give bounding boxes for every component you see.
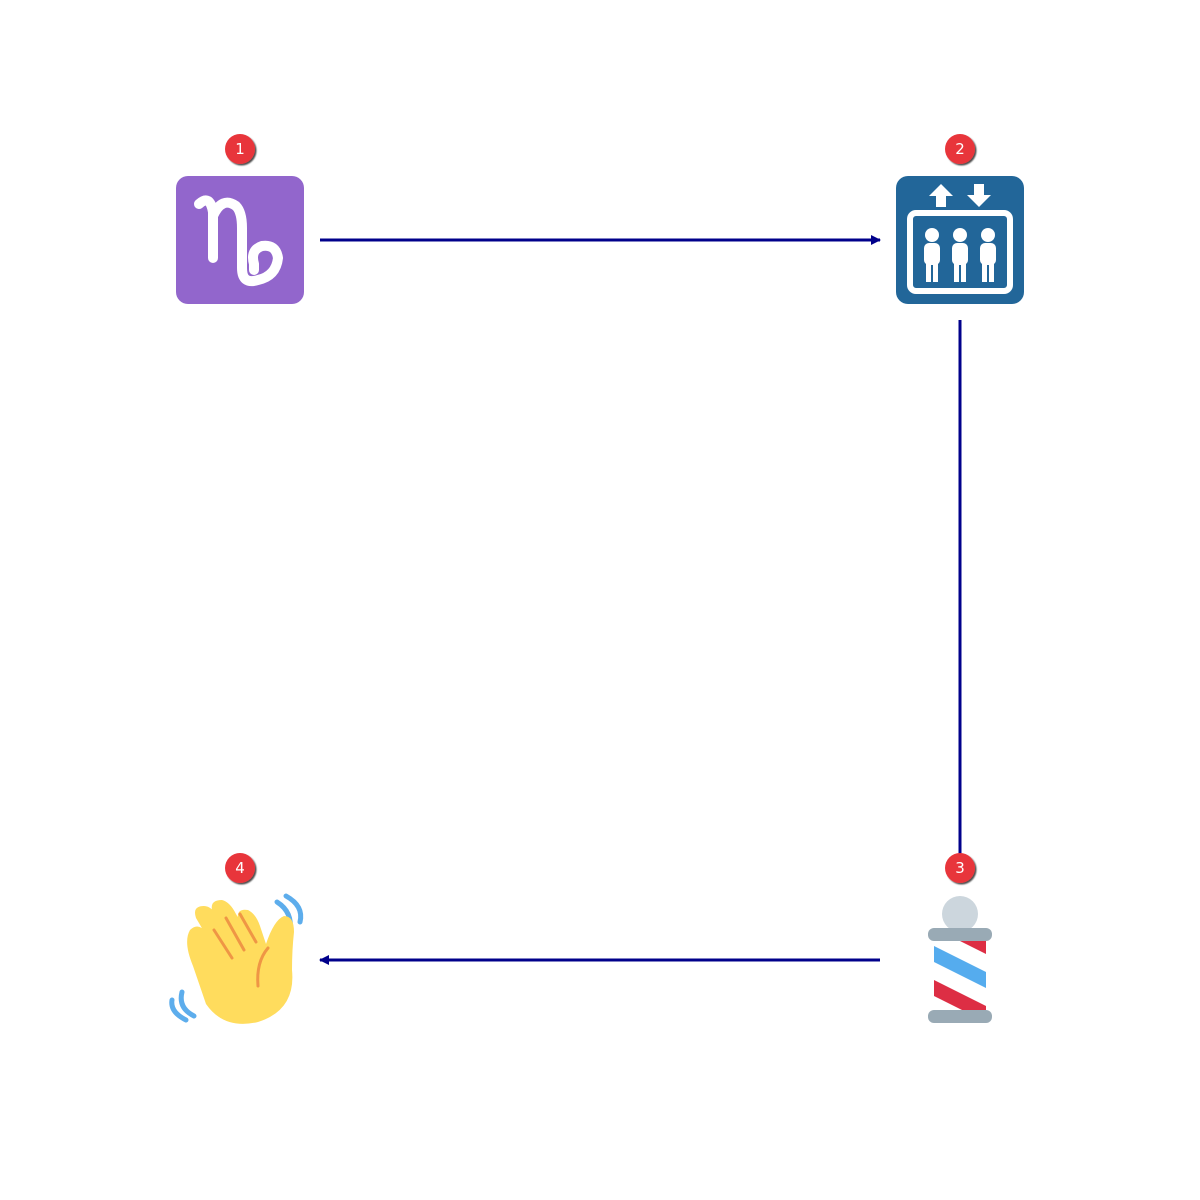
waving-hand-icon bbox=[169, 893, 304, 1024]
node-number: 3 bbox=[955, 859, 965, 877]
node-number-badge: 4 bbox=[225, 853, 255, 883]
node-number: 4 bbox=[235, 859, 245, 877]
node-number-badge: 2 bbox=[945, 134, 975, 164]
node-elevator: 2 bbox=[896, 134, 1024, 304]
node-number: 2 bbox=[955, 140, 965, 158]
capricorn-icon bbox=[176, 176, 304, 304]
barber-pole-icon bbox=[928, 896, 992, 1023]
node-number: 1 bbox=[235, 140, 245, 158]
node-number-badge: 3 bbox=[945, 853, 975, 883]
elevator-icon bbox=[896, 176, 1024, 304]
node-waving-hand: 4 bbox=[169, 853, 304, 1024]
node-number-badge: 1 bbox=[225, 134, 255, 164]
node-barber-pole: 3 bbox=[928, 853, 992, 1023]
node-capricorn: 1 bbox=[176, 134, 304, 304]
